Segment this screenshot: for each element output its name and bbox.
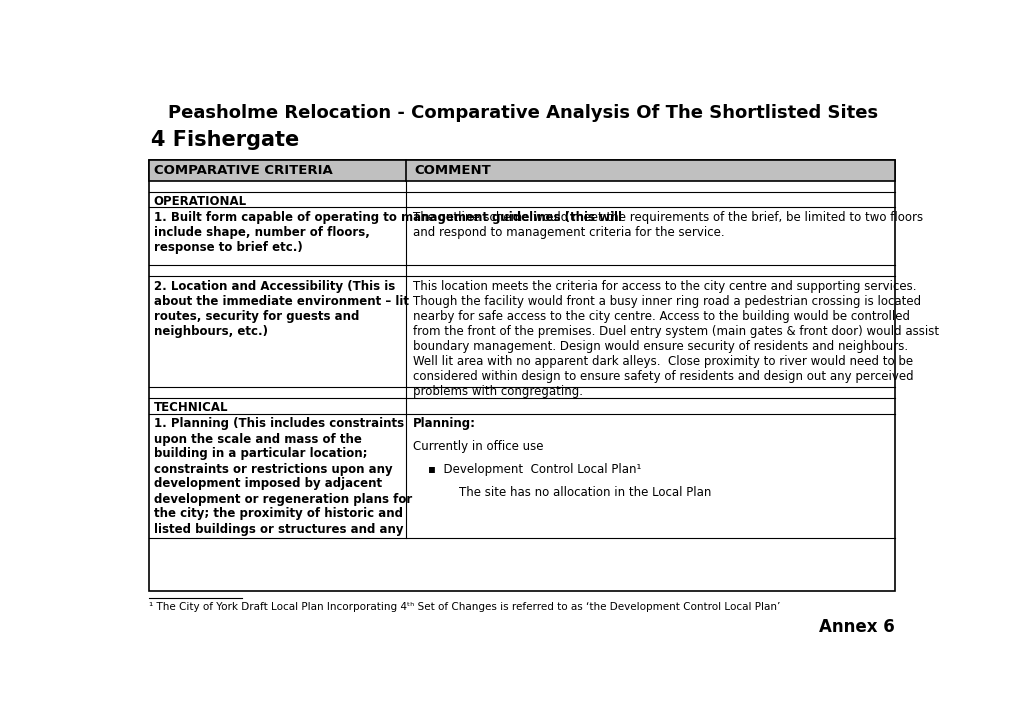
Text: ¹ The City of York Draft Local Plan Incorporating 4ᵗʰ Set of Changes is referred: ¹ The City of York Draft Local Plan Inco… xyxy=(149,603,780,612)
Text: Annex 6: Annex 6 xyxy=(818,618,894,636)
Text: 1. Built form capable of operating to management guidelines (this will
include s: 1. Built form capable of operating to ma… xyxy=(154,211,622,254)
Text: 1. Planning (This includes constraints
upon the scale and mass of the
building i: 1. Planning (This includes constraints u… xyxy=(154,418,412,536)
Bar xyxy=(149,160,894,181)
Bar xyxy=(149,160,894,590)
Text: TECHNICAL: TECHNICAL xyxy=(154,401,228,414)
Text: 4 Fishergate: 4 Fishergate xyxy=(151,130,299,150)
Text: COMPARATIVE CRITERIA: COMPARATIVE CRITERIA xyxy=(154,164,332,177)
Text: The outline scheme would meet the requirements of the brief, be limited to two f: The outline scheme would meet the requir… xyxy=(413,211,922,239)
Text: ▪  Development  Control Local Plan¹: ▪ Development Control Local Plan¹ xyxy=(428,463,641,476)
Text: Peasholme Relocation - Comparative Analysis Of The Shortlisted Sites: Peasholme Relocation - Comparative Analy… xyxy=(167,104,877,122)
Text: Currently in office use: Currently in office use xyxy=(413,441,542,454)
Text: OPERATIONAL: OPERATIONAL xyxy=(154,195,247,208)
Text: 2. Location and Accessibility (This is
about the immediate environment – lit
rou: 2. Location and Accessibility (This is a… xyxy=(154,279,409,338)
Text: This location meets the criteria for access to the city centre and supporting se: This location meets the criteria for acc… xyxy=(413,279,937,397)
Text: The site has no allocation in the Local Plan: The site has no allocation in the Local … xyxy=(459,486,711,499)
Text: COMMENT: COMMENT xyxy=(414,164,490,177)
Text: Planning:: Planning: xyxy=(413,418,475,431)
